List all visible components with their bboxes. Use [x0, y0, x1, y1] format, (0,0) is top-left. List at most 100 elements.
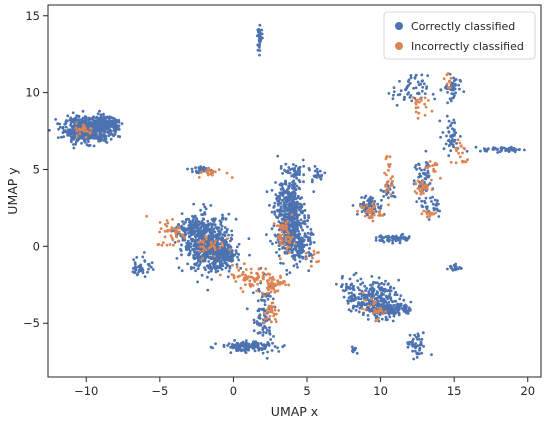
scatter-point-incorrect [388, 165, 391, 169]
scatter-point-correct [412, 86, 415, 90]
scatter-point-correct [437, 215, 441, 218]
scatter-point-correct [376, 281, 379, 285]
scatter-point-incorrect [158, 230, 162, 234]
scatter-point-correct [196, 226, 200, 230]
scatter-point-correct [208, 263, 212, 266]
scatter-point-correct [293, 186, 296, 190]
scatter-point-correct [292, 179, 296, 183]
scatter-point-correct [96, 117, 100, 120]
scatter-point-correct [274, 193, 278, 197]
scatter-point-correct [54, 118, 58, 121]
scatter-point-correct [279, 165, 283, 168]
scatter-point-correct [207, 270, 211, 274]
scatter-point-correct [397, 313, 401, 317]
scatter-point-correct [294, 164, 298, 168]
scatter-point-correct [100, 138, 104, 141]
scatter-point-correct [258, 53, 261, 57]
scatter-point-correct [180, 243, 183, 247]
scatter-point-correct [279, 205, 283, 209]
scatter-point-correct [415, 356, 419, 359]
scatter-point-correct [523, 148, 526, 152]
scatter-point-incorrect [213, 170, 217, 174]
scatter-point-correct [409, 300, 413, 304]
scatter-point-correct [63, 122, 67, 126]
scatter-point-correct [363, 196, 367, 200]
scatter-point-correct [378, 206, 381, 210]
scatter-point-incorrect [414, 98, 418, 102]
scatter-point-correct [186, 243, 190, 247]
scatter-point-correct [360, 210, 364, 214]
scatter-point-correct [285, 215, 289, 219]
scatter-point-correct [260, 28, 264, 32]
scatter-point-correct [297, 230, 300, 233]
scatter-point-incorrect [433, 163, 437, 167]
scatter-point-correct [89, 134, 92, 138]
scatter-point-incorrect [364, 308, 367, 311]
scatter-point-incorrect [431, 164, 434, 167]
scatter-point-correct [421, 331, 425, 335]
scatter-point-incorrect [272, 287, 275, 290]
scatter-point-incorrect [208, 168, 211, 172]
scatter-point-correct [297, 235, 300, 239]
scatter-point-incorrect [279, 243, 283, 247]
scatter-point-incorrect [428, 164, 432, 168]
scatter-point-correct [110, 123, 114, 127]
scatter-point-correct [295, 184, 299, 188]
scatter-point-correct [387, 311, 391, 315]
scatter-point-correct [384, 318, 388, 322]
scatter-point-incorrect [208, 245, 212, 249]
scatter-point-correct [359, 297, 363, 301]
scatter-point-correct [218, 250, 221, 254]
scatter-point-incorrect [290, 213, 294, 217]
scatter-point-incorrect [373, 308, 376, 311]
scatter-point-correct [457, 83, 460, 87]
scatter-point-correct [367, 290, 370, 293]
scatter-point-correct [257, 323, 261, 327]
scatter-point-incorrect [366, 210, 370, 214]
scatter-point-correct [371, 292, 374, 296]
scatter-point-correct [277, 254, 281, 258]
scatter-point-correct [217, 266, 220, 270]
scatter-point-incorrect [361, 291, 365, 295]
scatter-point-incorrect [381, 312, 385, 316]
scatter-point-correct [285, 268, 289, 272]
scatter-point-correct [108, 128, 112, 132]
scatter-point-correct [398, 79, 401, 83]
scatter-point-correct [117, 124, 121, 128]
scatter-point-incorrect [284, 235, 288, 239]
scatter-point-incorrect [172, 243, 175, 247]
scatter-point-correct [445, 114, 449, 118]
scatter-point-incorrect [263, 311, 266, 315]
scatter-point-correct [141, 271, 145, 275]
scatter-point-incorrect [368, 208, 372, 212]
scatter-point-incorrect [289, 236, 293, 240]
scatter-point-correct [349, 283, 353, 287]
scatter-point-correct [387, 236, 391, 239]
scatter-point-correct [77, 114, 81, 118]
scatter-point-correct [289, 208, 292, 212]
scatter-point-correct [235, 251, 238, 255]
scatter-point-incorrect [81, 123, 85, 127]
scatter-point-correct [189, 267, 193, 271]
scatter-point-correct [341, 283, 344, 286]
scatter-point-correct [411, 349, 414, 353]
scatter-point-correct [402, 98, 406, 101]
scatter-point-correct [226, 228, 229, 231]
scatter-point-correct [424, 196, 428, 200]
scatter-point-correct [188, 220, 192, 223]
scatter-point-correct [360, 196, 363, 199]
scatter-point-incorrect [288, 245, 292, 249]
scatter-point-correct [102, 124, 106, 127]
scatter-point-correct [136, 265, 140, 268]
scatter-point-correct [196, 280, 200, 284]
scatter-point-correct [295, 202, 298, 206]
scatter-point-incorrect [424, 183, 428, 186]
scatter-point-incorrect [256, 278, 259, 281]
scatter-point-correct [189, 237, 193, 241]
scatter-point-incorrect [213, 241, 217, 245]
scatter-point-correct [113, 120, 117, 123]
scatter-point-incorrect [264, 267, 268, 271]
scatter-point-correct [294, 245, 298, 249]
scatter-point-correct [416, 80, 420, 84]
scatter-point-correct [274, 181, 277, 184]
